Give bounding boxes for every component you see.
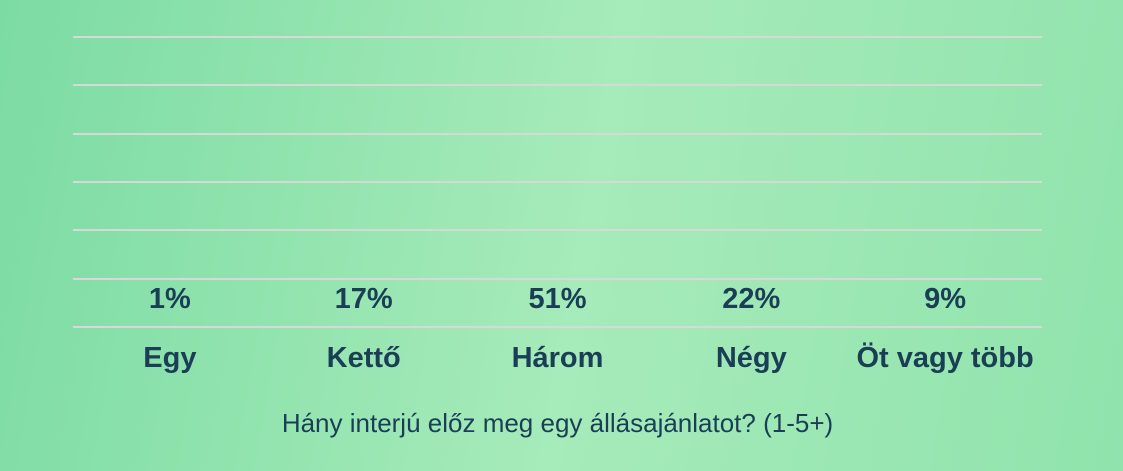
bar-value-label: 1%: [148, 283, 191, 315]
bar-group: 22%: [715, 285, 788, 327]
bar-group: 1%: [133, 285, 206, 327]
bars-row: 1% 17% 51% 22% 9%: [73, 37, 1042, 327]
gridline: [73, 84, 1042, 87]
category-label: Három: [511, 342, 604, 374]
bar-slot: 1%: [73, 37, 267, 327]
gridline: [73, 277, 1042, 280]
bar-group: 17%: [327, 285, 400, 327]
bar-value-label: 51%: [528, 283, 587, 315]
category-labels-row: Egy Kettő Három Négy Öt vagy több: [73, 344, 1042, 373]
gridline: [73, 132, 1042, 135]
bar-slot: 17%: [267, 37, 461, 327]
bar-slot: 51%: [461, 37, 655, 327]
bar-group: 51%: [521, 285, 594, 327]
gridline: [73, 181, 1042, 183]
bar-value-label: 9%: [924, 283, 967, 315]
category-label: Öt vagy több: [856, 342, 1034, 374]
bar-value-label: 22%: [722, 283, 781, 315]
bar-slot: 9%: [848, 37, 1042, 327]
x-axis-baseline: [73, 326, 1042, 328]
chart-title: Hány interjú előz meg egy állásajánlatot…: [281, 408, 834, 438]
gridline: [73, 229, 1042, 232]
bar-slot: 22%: [654, 37, 848, 327]
plot-area: 1% 17% 51% 22% 9%: [73, 36, 1042, 328]
bar-group: 9%: [909, 285, 982, 327]
gridline: [73, 36, 1042, 38]
category-label: Egy: [143, 342, 197, 374]
bar-value-label: 17%: [334, 283, 393, 315]
category-label: Kettő: [326, 342, 401, 374]
category-label: Négy: [715, 342, 787, 374]
